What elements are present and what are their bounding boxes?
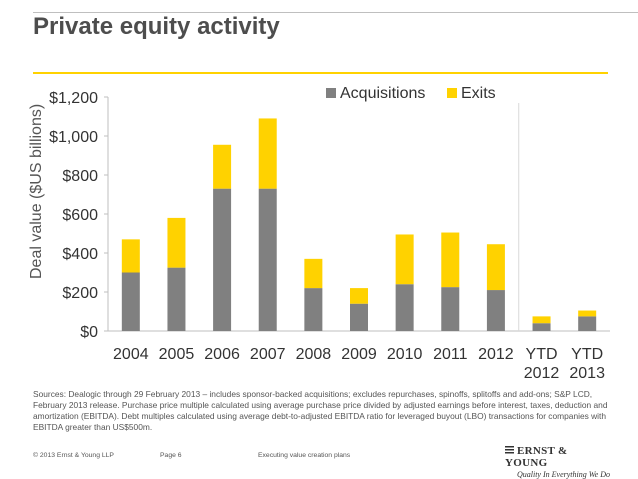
x-tick-label: 2009 xyxy=(341,346,377,363)
bar-acquisitions-2011 xyxy=(441,287,460,331)
bar-exits-ytd-2012 xyxy=(532,316,551,324)
x-tick-label: 2006 xyxy=(204,346,240,363)
bar-acquisitions-2004 xyxy=(121,272,140,331)
y-tick-label: $800 xyxy=(62,168,98,185)
logo-tagline: Quality In Everything We Do xyxy=(516,470,610,479)
x-tick-label-line: 2009 xyxy=(341,346,377,363)
bar-acquisitions-2006 xyxy=(213,188,232,331)
x-tick-label: 2008 xyxy=(296,346,332,363)
x-tick-label: 2005 xyxy=(159,346,195,363)
bar-acquisitions-2012 xyxy=(486,290,505,331)
x-tick-label-line: 2006 xyxy=(204,346,240,363)
y-tick-label: $1,200 xyxy=(49,90,98,107)
company-logo: ERNST & YOUNG Quality In Everything We D… xyxy=(505,445,610,479)
x-tick-label-line: YTD xyxy=(526,346,558,363)
x-tick-label-line: 2008 xyxy=(296,346,332,363)
bar-exits-2011 xyxy=(441,232,460,288)
logo-bars-icon xyxy=(505,446,514,455)
bar-exits-2004 xyxy=(121,239,140,273)
x-tick-label-line: 2012 xyxy=(478,346,514,363)
x-tick-label: 2004 xyxy=(113,346,149,363)
logo-name-text: ERNST & YOUNG xyxy=(505,445,568,469)
bar-acquisitions-ytd-2012 xyxy=(532,323,551,331)
bar-acquisitions-ytd-2013 xyxy=(578,316,597,331)
y-tick-label: $400 xyxy=(62,246,98,263)
x-tick-label-line: 2012 xyxy=(524,365,560,382)
x-tick-label-line: YTD xyxy=(571,346,603,363)
bar-exits-2006 xyxy=(213,144,232,189)
legend-label-exits: Exits xyxy=(461,85,496,102)
bar-exits-2009 xyxy=(350,288,368,304)
legend-swatch-acquisitions xyxy=(326,88,336,98)
x-tick-label: 2007 xyxy=(250,346,286,363)
bar-exits-2008 xyxy=(304,258,323,289)
footer-page-number: Page 6 xyxy=(160,452,182,459)
bar-acquisitions-2009 xyxy=(350,303,368,331)
bar-acquisitions-2010 xyxy=(395,284,414,331)
stacked-bar-chart: $0 $200 $400 $600 $800 $1,000 $1,200 2004 2005 20… xyxy=(49,85,610,382)
y-tick-label: $1,000 xyxy=(49,129,98,146)
y-tick-label: $600 xyxy=(62,207,98,224)
legend-label-acquisitions: Acquisitions xyxy=(340,85,425,102)
x-tick-label-line: 2010 xyxy=(387,346,423,363)
x-tick-label-line: 2007 xyxy=(250,346,286,363)
bar-exits-2010 xyxy=(395,234,414,285)
y-tick-label: $200 xyxy=(62,285,98,302)
bar-exits-2012 xyxy=(486,244,505,291)
logo-wordmark: ERNST & YOUNG xyxy=(505,445,610,469)
x-tick-label: 2011 xyxy=(433,346,468,363)
slide-title: Private equity activity xyxy=(33,13,280,40)
x-tick-label-line: 2011 xyxy=(433,346,468,363)
bar-acquisitions-2008 xyxy=(304,288,323,331)
x-tick-label: YTD 2012 xyxy=(524,346,560,382)
bar-exits-2007 xyxy=(258,118,277,189)
x-tick-label: 2012 xyxy=(478,346,514,363)
bar-acquisitions-2007 xyxy=(258,188,277,331)
x-tick-label-line: 2005 xyxy=(159,346,195,363)
footer-copyright: © 2013 Ernst & Young LLP xyxy=(33,452,114,459)
top-rule xyxy=(33,12,638,13)
legend-swatch-exits xyxy=(447,88,457,98)
x-tick-label: 2010 xyxy=(387,346,423,363)
y-tick-label: $0 xyxy=(80,324,98,341)
sources-note: Sources: Dealogic through 29 February 20… xyxy=(33,389,608,432)
x-tick-label-line: 2004 xyxy=(113,346,149,363)
x-tick-label: YTD 2013 xyxy=(569,346,605,382)
bar-exits-2005 xyxy=(167,217,186,268)
bar-exits-ytd-2013 xyxy=(578,310,597,317)
bar-acquisitions-2005 xyxy=(167,267,186,331)
title-underline xyxy=(33,72,608,74)
x-tick-label-line: 2013 xyxy=(569,365,605,382)
footer-document-title: Executing value creation plans xyxy=(258,452,351,459)
